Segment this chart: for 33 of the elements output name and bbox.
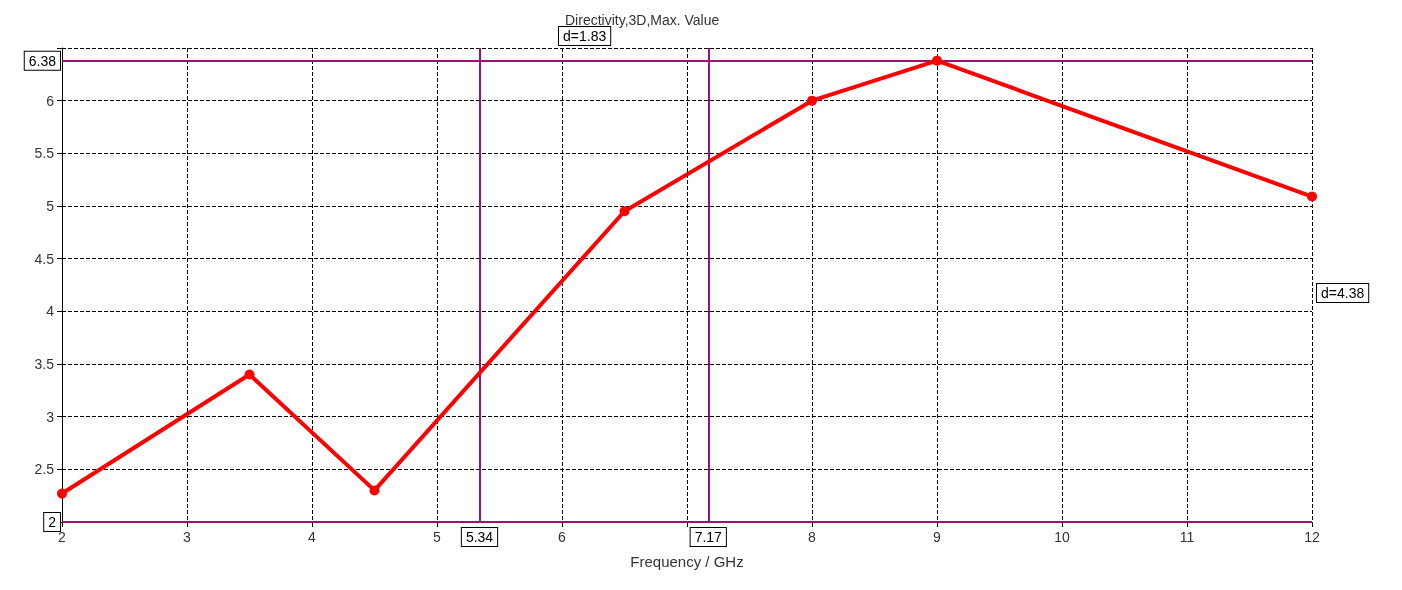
y-tick-label: 5 bbox=[46, 198, 55, 214]
x-tick-label: 11 bbox=[1179, 529, 1195, 545]
point bbox=[807, 95, 817, 106]
x-tick-label: 10 bbox=[1054, 529, 1070, 545]
text: d=4.38 bbox=[1321, 285, 1365, 301]
x-tick-label: 12 bbox=[1304, 529, 1320, 545]
x-tick-label: 6 bbox=[558, 529, 567, 545]
x-tick-label: 4 bbox=[308, 529, 317, 545]
x-axis-title: Frequency / GHz bbox=[630, 553, 744, 570]
x-tick-label: 9 bbox=[933, 529, 942, 545]
ref-line-label: 5.34 bbox=[465, 529, 494, 545]
y-tick-label: 6 bbox=[46, 92, 55, 109]
x-tick-label: 3 bbox=[183, 529, 192, 545]
y-tick-label: 5.5 bbox=[34, 145, 55, 162]
point bbox=[932, 55, 942, 66]
x-tick-label: 2 bbox=[58, 529, 67, 545]
text: d=1.83 bbox=[563, 28, 607, 44]
point bbox=[57, 488, 67, 499]
y-tick-label: 4.5 bbox=[34, 250, 55, 267]
x-tick-label: 5 bbox=[433, 529, 442, 545]
chart-title: Directivity,3D,Max. Value bbox=[565, 12, 720, 28]
ref-line-label: 6.38 bbox=[28, 52, 57, 69]
y-tick-label: 2.5 bbox=[34, 461, 55, 478]
point bbox=[619, 206, 630, 217]
point bbox=[369, 485, 380, 496]
point bbox=[1307, 191, 1317, 202]
ref-line-label: 2 bbox=[48, 514, 57, 530]
point bbox=[244, 369, 255, 380]
y-tick-label: 3.5 bbox=[34, 356, 55, 372]
x-tick-label: 8 bbox=[808, 529, 817, 545]
y-tick-label: 4 bbox=[46, 303, 55, 320]
ref-line-label: 7.17 bbox=[694, 529, 723, 545]
y-tick-label: 3 bbox=[46, 408, 55, 425]
